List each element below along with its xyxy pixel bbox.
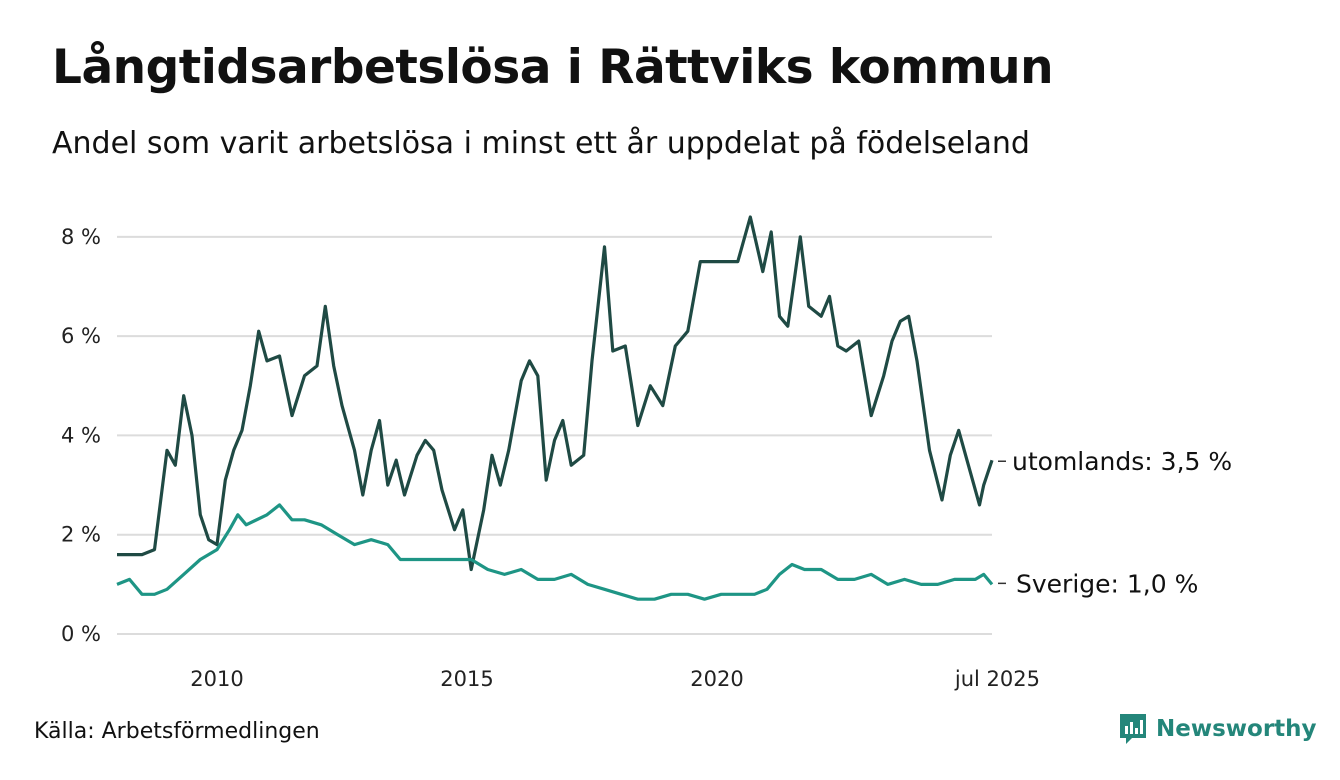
chart-subtitle: Andel som varit arbetslösa i minst ett å… — [52, 126, 1030, 161]
source-note: Källa: Arbetsförmedlingen — [34, 719, 320, 744]
y-tick-label: 4 % — [61, 423, 101, 447]
end-label-utomlands: utomlands: 3,5 % — [1012, 447, 1232, 476]
y-tick-label: 6 % — [61, 324, 101, 348]
y-axis: 0 % 2 % 4 % 6 % 8 % — [61, 225, 101, 646]
x-axis: 2010 2015 2020 jul 2025 — [190, 667, 1040, 691]
chart-title: Långtidsarbetslösa i Rättviks kommun — [52, 40, 1054, 95]
brand-logo: Newsworthy — [1118, 712, 1317, 746]
y-tick-label: 8 % — [61, 225, 101, 249]
end-label-sverige: Sverige: 1,0 % — [1016, 569, 1198, 598]
grid — [117, 235, 992, 635]
x-tick-label: 2020 — [690, 667, 743, 691]
newsworthy-logo-icon — [1120, 714, 1146, 744]
y-tick-label: 2 % — [61, 523, 101, 547]
series-lines — [116, 215, 994, 601]
x-tick-label: 2010 — [190, 667, 243, 691]
end-labels: utomlands: 3,5 % Sverige: 1,0 % — [998, 447, 1232, 598]
series-line-sverige — [116, 503, 994, 601]
x-tick-label: 2015 — [440, 667, 493, 691]
series-line-utomlands — [117, 215, 994, 572]
brand-name: Newsworthy — [1156, 716, 1317, 742]
y-tick-label: 0 % — [61, 622, 101, 646]
x-tick-label: jul 2025 — [954, 667, 1040, 691]
